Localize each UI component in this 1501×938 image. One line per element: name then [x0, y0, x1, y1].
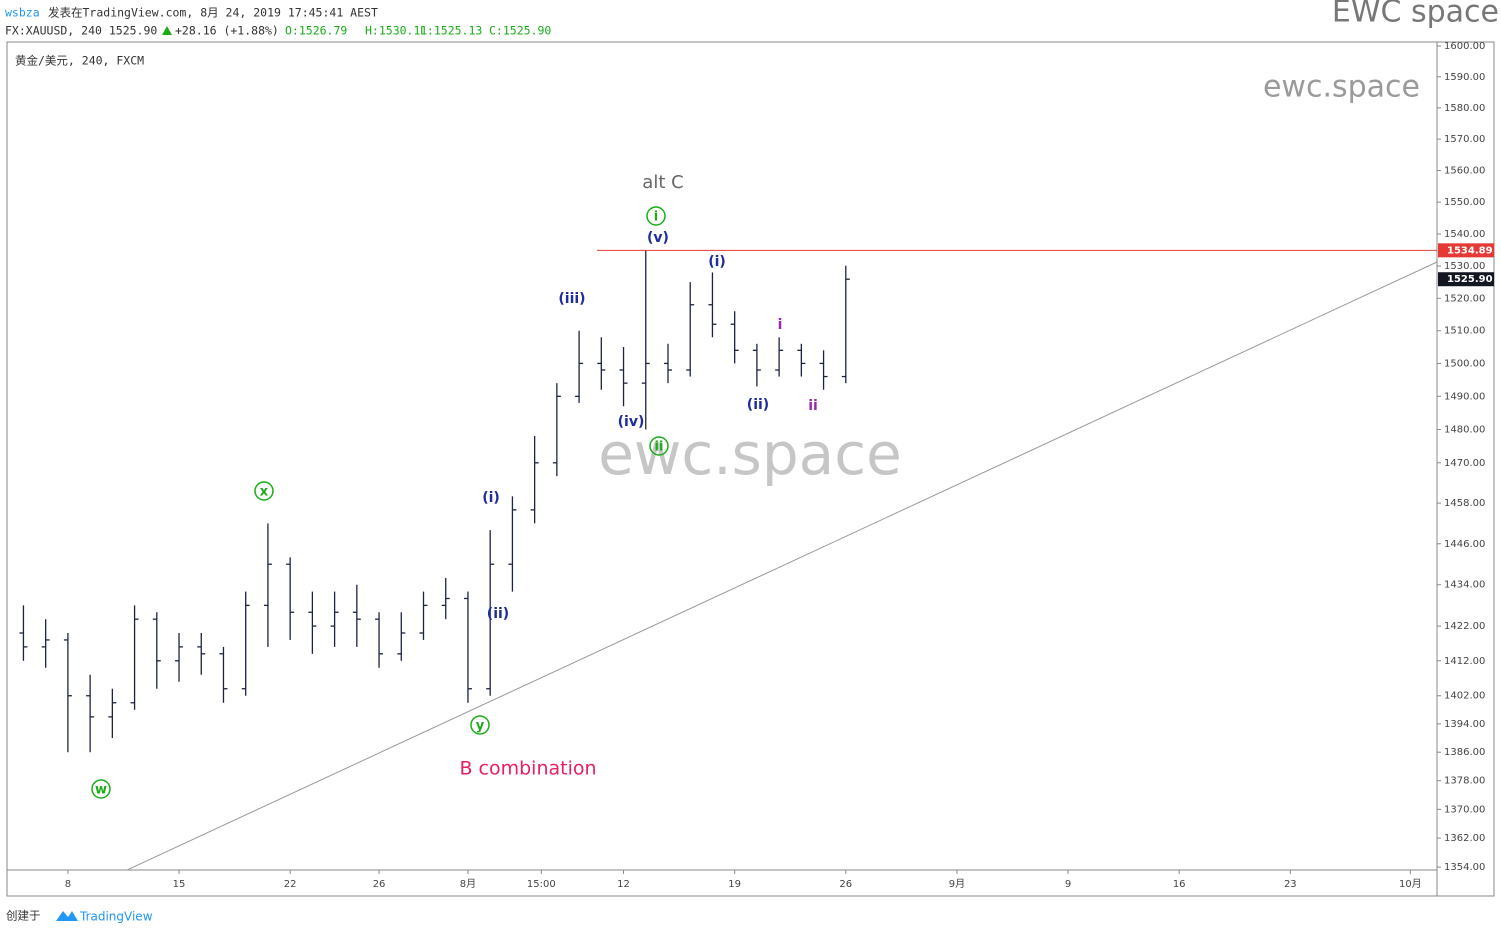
y-tick-label: 1590.00 [1444, 72, 1485, 83]
x-tick-label: 9月 [949, 878, 965, 890]
y-tick-label: 1434.00 [1444, 580, 1485, 591]
wave-label: (ii) [747, 397, 769, 413]
symbol: FX:XAUUSD, 240 1525.90 [5, 24, 157, 38]
y-tick-label: 1480.00 [1444, 424, 1485, 435]
x-tick-label: 12 [617, 879, 630, 890]
y-tick-label: 1470.00 [1444, 458, 1485, 469]
wave-label: B combination [459, 758, 596, 780]
trendline [126, 261, 1438, 871]
y-tick-label: 1580.00 [1444, 103, 1485, 114]
published: 发表在TradingView.com, 8月 24, 2019 17:45:41… [48, 6, 378, 20]
y-tick-label: 1500.00 [1444, 358, 1485, 369]
x-tick-label: 9 [1065, 879, 1071, 890]
site: ewc.space [1263, 70, 1420, 105]
y-tick-label: 1354.00 [1444, 862, 1485, 873]
author: wsbza [5, 6, 40, 20]
last-price-label: 1525.90 [1447, 274, 1493, 285]
x-tick-label: 15:00 [527, 879, 556, 890]
created: 创建于 [6, 909, 41, 923]
y-tick-label: 1458.00 [1444, 498, 1485, 509]
y-tick-label: 1402.00 [1444, 691, 1485, 702]
x-tick-label: 8月 [460, 878, 476, 890]
legend: 黄金/美元, 240, FXCM [15, 54, 144, 68]
y-tick-label: 1394.00 [1444, 719, 1485, 730]
wave-label: ii [655, 440, 664, 455]
y-tick-label: 1490.00 [1444, 391, 1485, 402]
y-tick-label: 1370.00 [1444, 804, 1485, 815]
y-tick-label: 1362.00 [1444, 833, 1485, 844]
x-tick-label: 15 [173, 879, 186, 890]
x-tick-label: 26 [373, 879, 386, 890]
wave-label: w [95, 783, 107, 798]
x-tick-label: 23 [1284, 879, 1297, 890]
x-tick-label: 22 [284, 879, 297, 890]
wave-label: (v) [647, 230, 669, 246]
resistance-label: 1534.89 [1447, 245, 1493, 256]
y-tick-label: 1446.00 [1444, 539, 1485, 550]
y-tick-label: 1378.00 [1444, 776, 1485, 787]
change: +28.16 (+1.88%) [175, 24, 279, 38]
y-tick-label: 1600.00 [1444, 41, 1485, 52]
wave-label: (ii) [487, 606, 509, 622]
low: L:1525.13 [420, 24, 482, 38]
y-tick-label: 1530.00 [1444, 261, 1485, 272]
up-arrow [162, 26, 172, 35]
wave-label: x [260, 485, 269, 500]
y-tick-label: 1540.00 [1444, 229, 1485, 240]
y-tick-label: 1550.00 [1444, 197, 1485, 208]
x-tick-label: 16 [1173, 879, 1186, 890]
open: O:1526.79 [285, 24, 347, 38]
x-tick-label: 26 [839, 879, 852, 890]
wave-label: i [654, 210, 658, 225]
y-tick-label: 1520.00 [1444, 293, 1485, 304]
y-tick-label: 1386.00 [1444, 747, 1485, 758]
last-price-bg [1438, 272, 1494, 287]
wave-label: alt C [642, 172, 683, 193]
frame [6, 41, 1495, 897]
wave-label: (iii) [558, 291, 585, 307]
resistance-label-bg [1438, 243, 1494, 258]
y-tick-label: 1422.00 [1444, 621, 1485, 632]
y-tick-label: 1570.00 [1444, 134, 1485, 145]
watermark: ewc.space [598, 420, 902, 488]
wave-circle [470, 715, 490, 735]
wave-circle [649, 436, 669, 456]
logo[interactable]: TradingView [79, 910, 153, 924]
close: C:1525.90 [489, 24, 551, 38]
x-tick-label: 10月 [1399, 878, 1422, 890]
wave-label: i [778, 317, 783, 333]
wave-circle [254, 481, 274, 501]
wave-label: (iv) [618, 414, 645, 430]
wave-label: (i) [482, 490, 500, 506]
wave-circle [646, 206, 666, 226]
x-tick-label: 8 [65, 879, 71, 890]
wave-label: y [476, 719, 485, 734]
logo-icon [56, 911, 78, 921]
wave-label: (i) [708, 254, 726, 270]
wave-label: ii [808, 398, 818, 414]
y-tick-label: 1412.00 [1444, 656, 1485, 667]
brand-title: EWC space [1332, 0, 1499, 30]
y-tick-label: 1560.00 [1444, 166, 1485, 177]
x-tick-label: 19 [728, 879, 741, 890]
y-tick-label: 1510.00 [1444, 326, 1485, 337]
high: H:1530.11 [365, 24, 427, 38]
wave-circle [91, 779, 111, 799]
